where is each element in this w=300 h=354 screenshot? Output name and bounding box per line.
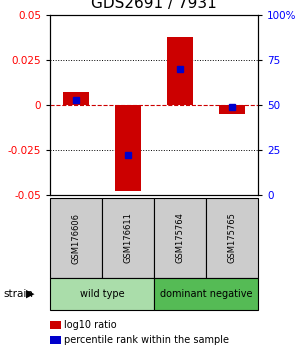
Text: ▶: ▶ [26,289,34,299]
Text: GSM176606: GSM176606 [71,212,80,263]
Title: GDS2691 / 7931: GDS2691 / 7931 [91,0,217,11]
Text: GSM175764: GSM175764 [176,212,184,263]
Text: wild type: wild type [80,289,124,299]
Bar [63,92,89,105]
Bar [102,198,154,278]
Text: strain: strain [3,289,33,299]
Text: GSM175765: GSM175765 [227,212,236,263]
Text: dominant negative: dominant negative [160,289,252,299]
Text: GSM176611: GSM176611 [124,212,133,263]
Bar [115,105,141,192]
Bar [154,198,206,278]
Bar [167,36,193,105]
Text: percentile rank within the sample: percentile rank within the sample [64,335,229,345]
Text: log10 ratio: log10 ratio [64,320,116,330]
Bar [50,198,102,278]
Bar [206,198,258,278]
Bar [219,105,245,114]
Bar [50,278,154,310]
Bar [154,278,258,310]
